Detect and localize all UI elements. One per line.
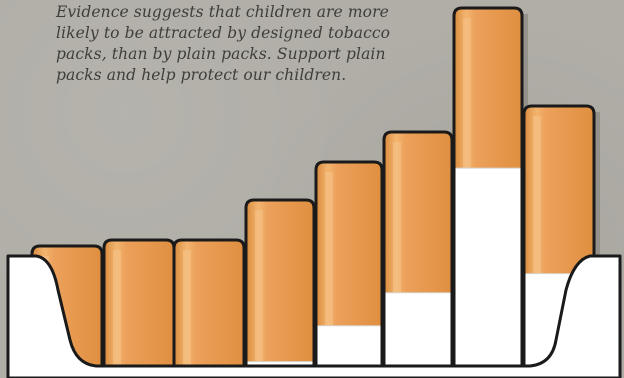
caption-line-1: Evidence suggests that children are more [56,3,389,21]
cigarette-highlight [393,142,401,370]
caption-line-3: packs, than by plain packs. Support plai… [56,45,386,63]
cigarette-4 [244,198,320,378]
cigarette-highlight [183,250,191,370]
cigarette-6 [382,130,458,378]
cigarette-highlight [255,210,263,370]
cigarette-paper [385,292,451,372]
caption-line-2: likely to be attracted by designed tobac… [56,24,391,42]
cigarette-2 [102,238,180,378]
cigarette-pack-box [6,254,622,378]
cigarette-5 [314,160,388,378]
caption-line-4: packs and help protect our children. [56,66,347,84]
cigarette-highlight [325,172,333,370]
cigarette-3 [172,238,250,378]
caption-text: Evidence suggests that children are more… [56,2,396,86]
cigarette-paper [317,325,381,372]
cigarette-7 [452,6,528,378]
cigarette-highlight [533,116,541,370]
cigarette-paper [455,168,521,372]
cigarette-filter [172,238,246,374]
cigarette-highlight [113,250,121,370]
